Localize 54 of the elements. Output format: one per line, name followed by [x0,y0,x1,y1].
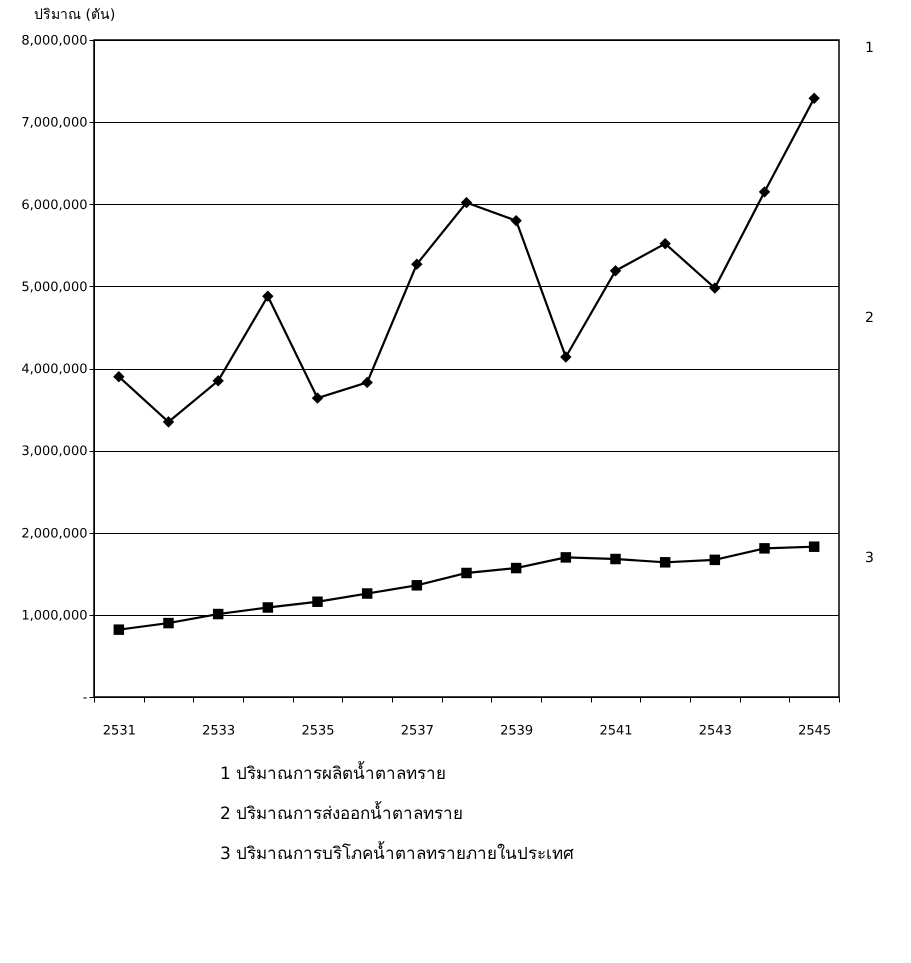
text: 1 ปริมาณการผลิตน้ำตาลทราย [220,760,448,786]
point [162,416,174,428]
point [362,588,372,599]
point [262,290,274,302]
y-tick-label: 7,000,000 [21,116,88,131]
point [262,602,274,613]
point [758,186,770,198]
y-axis-title: ปริมาณ (ตัน) [34,7,116,23]
x-tick-label: 2543 [698,724,732,738]
y-tick-label: 6,000,000 [21,198,88,213]
y-tick-label: 8,000,000 [21,34,88,48]
point [710,554,720,566]
y-tick-label: 1,000,000 [21,608,88,624]
point [659,238,671,250]
point [412,580,422,591]
point [212,608,224,620]
point [411,258,423,270]
point [560,351,572,363]
text: 3 [865,550,874,566]
point [361,376,373,388]
x-tick-label: 2533 [202,724,236,738]
point [510,214,522,226]
text: 3 ปริมาณการบริโภคน้ำตาลทรายภายในประเทศ [220,840,576,866]
y-tick-label: 5,000,000 [21,280,88,295]
x-tick-label: 2541 [599,724,633,738]
x-tick-label: 2537 [400,724,434,738]
point [212,375,224,387]
point [461,568,472,578]
text: 2 [865,310,874,326]
point [808,541,820,552]
point [610,554,621,564]
point [312,596,323,607]
point [113,371,125,382]
point [759,543,770,554]
x-tick-label: 2535 [301,724,335,738]
point [560,552,572,563]
point [163,618,174,628]
point [709,282,721,294]
y-tick-label: 3,000,000 [21,444,88,460]
point [808,92,820,104]
point [312,392,324,404]
point [460,196,472,208]
y-tick-label: - [82,690,88,706]
point [610,265,622,276]
x-tick-label: 2531 [102,724,136,738]
y-tick-label: 4,000,000 [21,362,88,377]
text: 1 [865,40,874,56]
text: 2 ปริมาณการส่งออกน้ำตาลทราย [220,800,464,826]
point [114,624,124,635]
x-tick-label: 2545 [798,724,832,738]
point [510,562,522,574]
x-tick-label: 2539 [500,724,534,738]
y-tick-label: 2,000,000 [21,526,88,542]
point [660,557,670,568]
